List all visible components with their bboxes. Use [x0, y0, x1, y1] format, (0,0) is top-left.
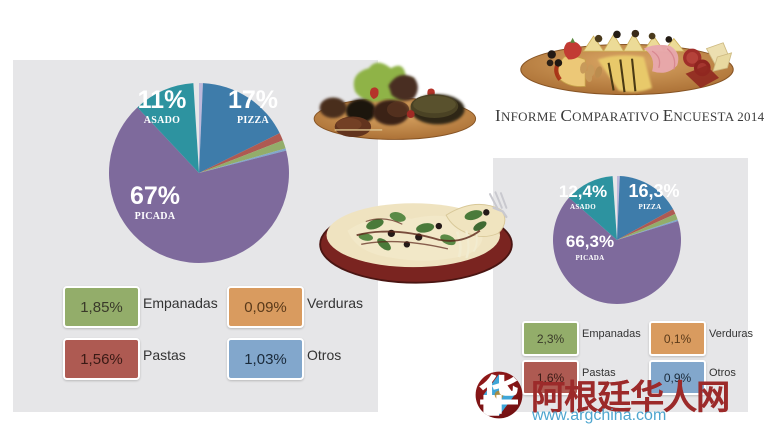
svg-text:华: 华: [479, 374, 519, 418]
